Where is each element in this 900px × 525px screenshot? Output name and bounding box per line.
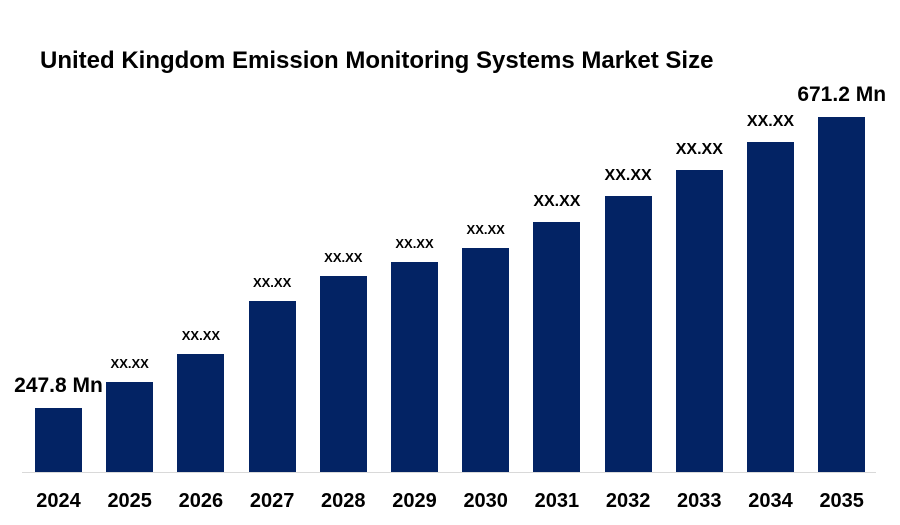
bar-2027 (248, 301, 296, 472)
x-tick-label-2028: 2028 (321, 490, 366, 512)
bar-2035 (818, 117, 866, 472)
bar-value-label-2033: XX.XX (675, 141, 723, 158)
bar-2030 (462, 248, 510, 472)
bar-2026 (177, 354, 225, 472)
bar-2033 (675, 170, 723, 472)
bar-2032 (604, 196, 652, 472)
bar-value-label-2034: XX.XX (746, 113, 795, 130)
bar-value-label-2028: XX.XX (324, 250, 363, 265)
x-axis-line (22, 472, 876, 473)
bar-2029 (391, 262, 438, 472)
bar-value-label-2030: XX.XX (466, 222, 505, 237)
bar-value-label-2035: 671.2 Mn (797, 83, 887, 106)
x-tick-label-2029: 2029 (392, 490, 437, 512)
x-tick-label-2030: 2030 (463, 490, 508, 512)
bar-value-label-2027: XX.XX (252, 275, 292, 290)
x-tick-label-2033: 2033 (677, 490, 722, 512)
bar-2025 (106, 382, 154, 472)
x-tick-label-2027: 2027 (249, 490, 295, 512)
x-tick-label-2035: 2035 (819, 490, 864, 512)
x-tick-label-2024: 2024 (36, 490, 81, 512)
bar-2034 (747, 142, 794, 472)
bar-value-label-2025: XX.XX (110, 356, 149, 371)
x-tick-label-2026: 2026 (178, 490, 224, 512)
bar-value-label-2026: XX.XX (181, 328, 221, 343)
bar-2024 (35, 408, 82, 472)
bar-value-label-2024: 247.8 Mn (14, 374, 103, 397)
chart-title: United Kingdom Emission Monitoring Syste… (40, 47, 714, 74)
x-tick-label-2034: 2034 (748, 490, 793, 512)
bar-value-label-2032: XX.XX (604, 167, 652, 184)
bar-value-label-2029: XX.XX (395, 236, 434, 251)
x-tick-label-2031: 2031 (534, 490, 580, 512)
x-tick-label-2025: 2025 (107, 490, 152, 512)
bar-2031 (533, 222, 581, 472)
x-tick-label-2032: 2032 (605, 490, 651, 512)
bar-2028 (319, 276, 367, 472)
bar-value-label-2031: XX.XX (533, 193, 581, 210)
